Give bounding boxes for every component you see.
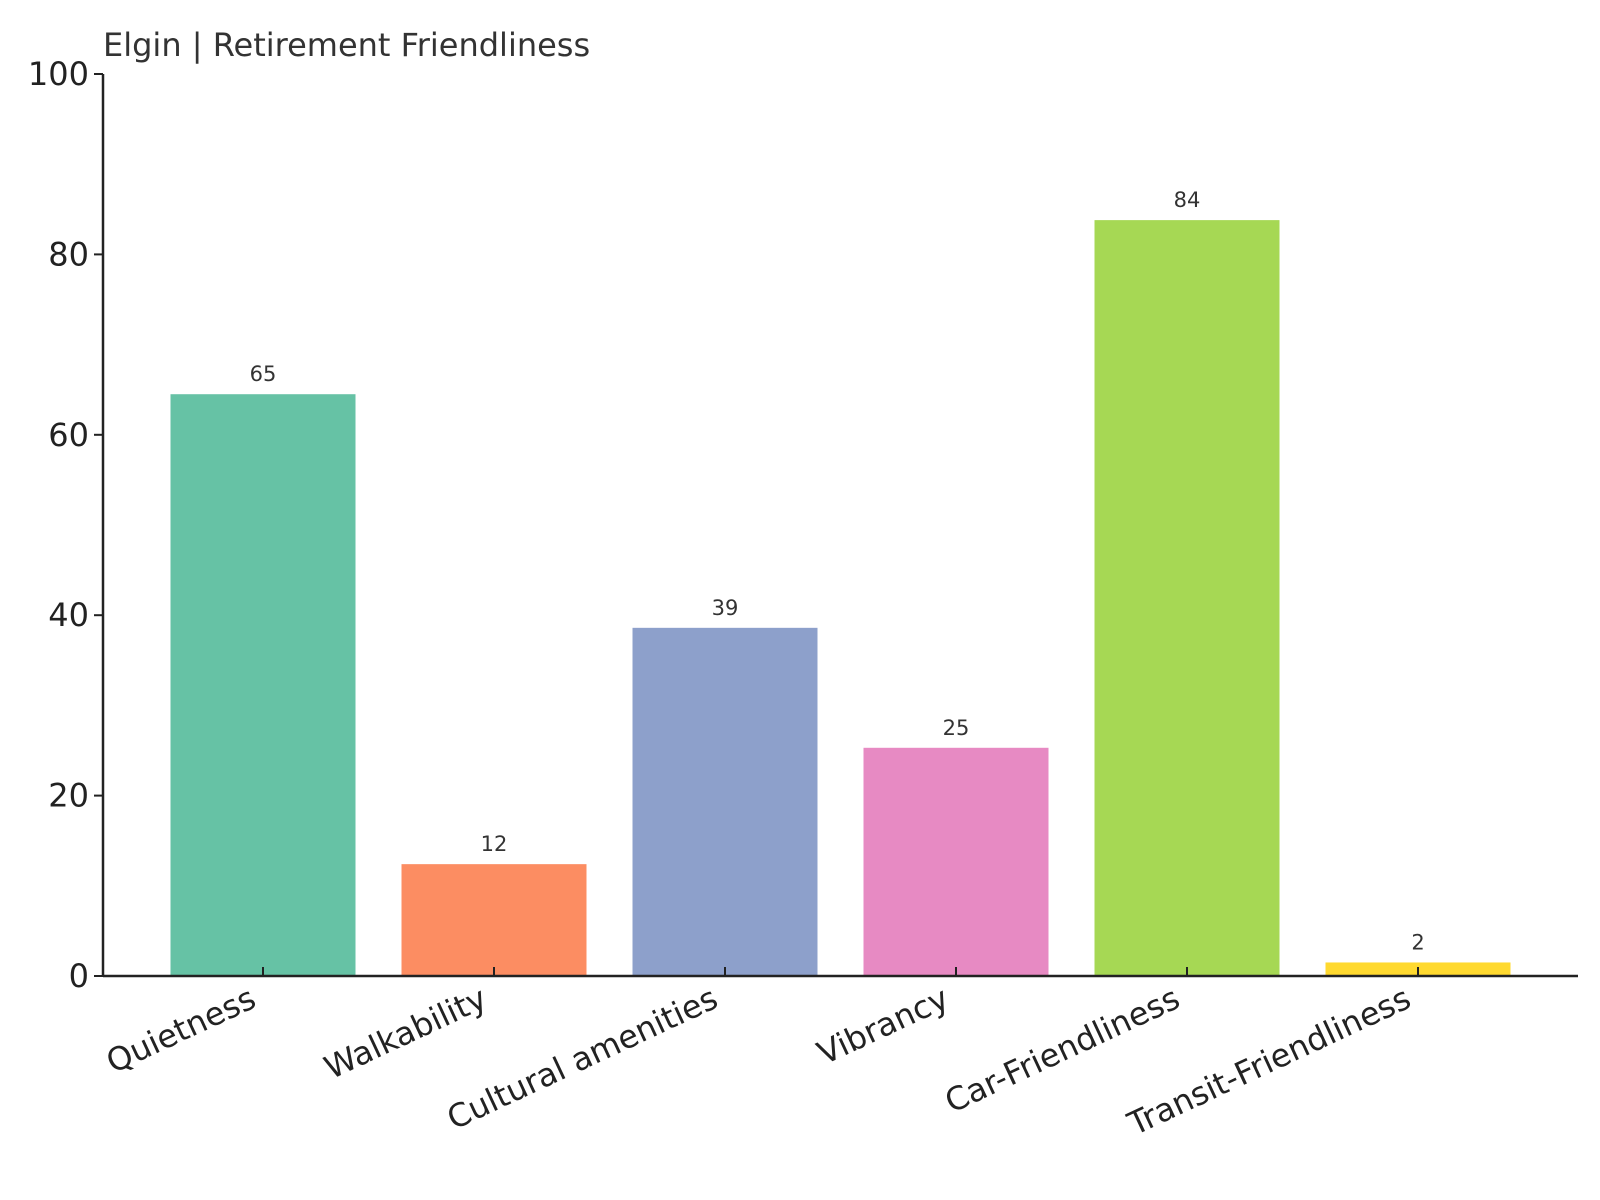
bar-4 xyxy=(1094,220,1280,976)
x-tick-label-3: Vibrancy xyxy=(811,979,954,1073)
y-tick-label-4: 80 xyxy=(48,235,89,273)
x-tick-label-1: Walkability xyxy=(318,979,492,1087)
bar-3 xyxy=(863,747,1049,976)
x-tick-label-0: Quietness xyxy=(100,979,261,1081)
bars-layer xyxy=(170,220,1511,977)
bar-2 xyxy=(632,627,818,976)
y-tick-label-3: 60 xyxy=(48,416,89,454)
data-label-0: 65 xyxy=(250,362,277,386)
y-tick-label-1: 20 xyxy=(48,777,89,815)
bar-0 xyxy=(170,394,356,977)
data-label-3: 25 xyxy=(943,716,970,740)
data-labels-layer: 65 12 39 25 84 2 xyxy=(250,188,1425,954)
y-axis: 0 20 40 60 80 100 xyxy=(28,55,105,995)
data-label-2: 39 xyxy=(712,596,739,620)
data-label-1: 12 xyxy=(481,832,508,856)
bar-1 xyxy=(401,864,587,976)
y-tick-label-2: 40 xyxy=(48,596,89,634)
data-label-4: 84 xyxy=(1174,188,1201,212)
data-label-5: 2 xyxy=(1411,930,1424,954)
y-tick-label-5: 100 xyxy=(28,55,89,93)
y-tick-label-0: 0 xyxy=(69,957,89,995)
chart-title: Elgin | Retirement Friendliness xyxy=(103,26,590,64)
